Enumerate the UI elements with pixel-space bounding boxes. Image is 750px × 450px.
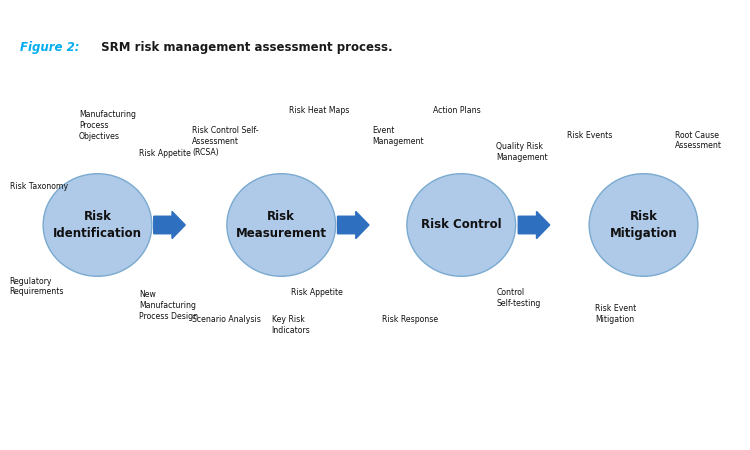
Text: Regulatory
Requirements: Regulatory Requirements [10,277,64,297]
Text: SRM risk management assessment process.: SRM risk management assessment process. [97,41,393,54]
Text: Risk Appetite: Risk Appetite [139,148,190,157]
Text: Quality Risk
Management: Quality Risk Management [496,142,548,162]
Text: Action Plans: Action Plans [433,106,482,115]
Text: Root Cause
Assessment: Root Cause Assessment [675,130,722,150]
Text: Risk Taxonomy: Risk Taxonomy [10,182,68,191]
Ellipse shape [226,174,336,276]
Text: Risk
Identification: Risk Identification [53,210,142,240]
Ellipse shape [44,174,152,276]
Text: Risk Control Self-
Assessment
(RCSA): Risk Control Self- Assessment (RCSA) [192,126,259,157]
Ellipse shape [406,174,516,276]
FancyArrow shape [518,212,550,239]
Text: New
Manufacturing
Process Design: New Manufacturing Process Design [139,290,198,321]
Text: Risk Heat Maps: Risk Heat Maps [289,106,349,115]
Text: Event
Management: Event Management [372,126,424,146]
Text: Risk
Mitigation: Risk Mitigation [610,210,677,240]
Text: Risk Events: Risk Events [567,130,612,140]
Text: Risk Response: Risk Response [382,315,439,324]
FancyArrow shape [338,212,369,239]
Ellipse shape [590,174,698,276]
Text: Scenario Analysis: Scenario Analysis [192,315,261,324]
Text: Control
Self-testing: Control Self-testing [496,288,541,308]
Text: Risk Control: Risk Control [421,219,502,231]
Text: Key Risk
Indicators: Key Risk Indicators [272,315,310,335]
Text: Manufacturing
Process
Objectives: Manufacturing Process Objectives [79,110,136,141]
Text: Figure 2:: Figure 2: [20,41,80,54]
FancyArrow shape [154,212,185,239]
Text: Risk Appetite: Risk Appetite [291,288,343,297]
Text: Risk Event
Mitigation: Risk Event Mitigation [595,304,636,324]
Text: Risk
Measurement: Risk Measurement [236,210,327,240]
